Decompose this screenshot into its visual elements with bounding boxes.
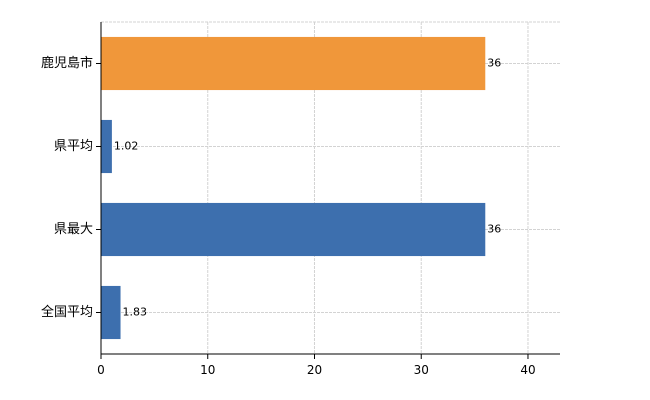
y-tick-label: 鹿児島市: [41, 55, 93, 71]
bar: [101, 202, 486, 257]
data-label: 1.02: [114, 140, 139, 153]
y-tick-label: 全国平均: [41, 304, 93, 320]
y-tick-label: 県最大: [54, 222, 93, 237]
data-label: 1.83: [123, 306, 147, 319]
x-tick-label: 10: [200, 363, 215, 377]
data-label: 36: [487, 57, 501, 70]
x-tick-label: 30: [414, 363, 429, 377]
labels: 0 10 20 30 40 鹿児島市 36 県平均 1.02 県最大 36 全国平均 1.83: [41, 55, 536, 377]
bars: [101, 36, 486, 340]
data-label: 36: [487, 223, 501, 236]
bar: [101, 36, 486, 91]
bar: [101, 119, 112, 174]
bar: [101, 285, 121, 340]
y-tick-label: 県平均: [54, 139, 93, 154]
axes: [96, 22, 560, 359]
x-tick-label: 20: [307, 363, 322, 377]
x-tick-label: 40: [520, 363, 535, 377]
x-tick-label: 0: [97, 363, 105, 377]
